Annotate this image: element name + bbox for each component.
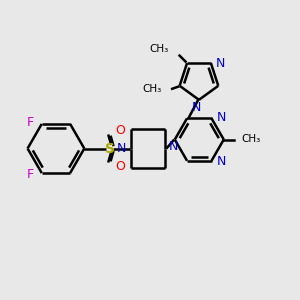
Text: F: F (27, 116, 34, 129)
Text: CH₃: CH₃ (142, 84, 162, 94)
Text: CH₃: CH₃ (150, 44, 169, 54)
Text: CH₃: CH₃ (242, 134, 261, 144)
Text: N: N (192, 101, 201, 114)
Text: N: N (216, 111, 226, 124)
Text: O: O (115, 160, 125, 173)
Text: N: N (117, 142, 126, 155)
Text: N: N (216, 155, 226, 168)
Text: N: N (169, 140, 178, 153)
Text: N: N (216, 57, 225, 70)
Text: S: S (105, 142, 115, 155)
Text: O: O (115, 124, 125, 137)
Text: F: F (27, 168, 34, 181)
